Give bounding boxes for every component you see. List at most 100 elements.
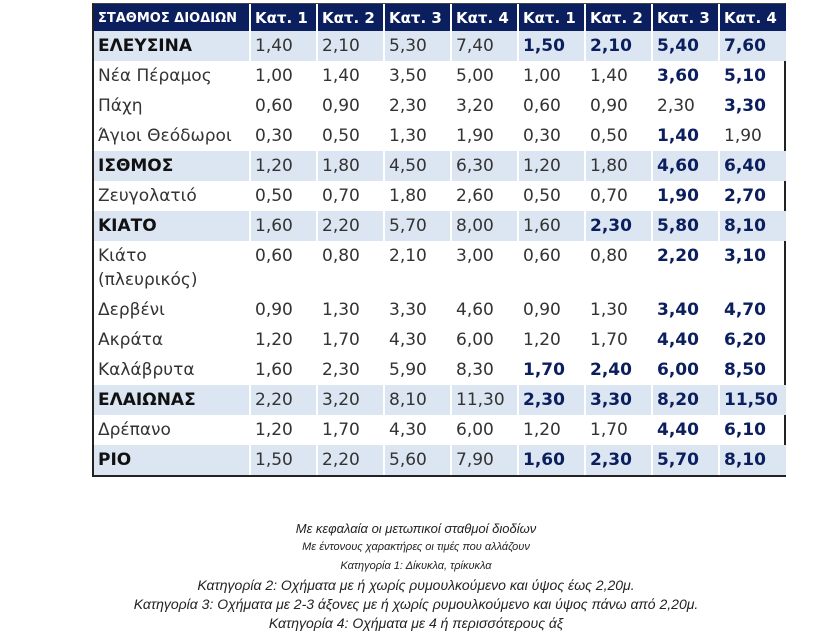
new-price: 2,30	[651, 91, 719, 121]
new-price: 2,20	[651, 241, 719, 295]
new-price: 1,80	[584, 151, 652, 181]
old-price: 0,70	[316, 181, 384, 211]
new-price: 0,50	[517, 181, 585, 211]
old-price: 2,10	[316, 31, 384, 61]
table-row: ΚΙΑΤΟ 1,60 2,20 5,70 8,00 1,60 2,30 5,80 8,10	[94, 211, 786, 241]
new-price: 3,10	[718, 241, 786, 295]
new-price: 4,70	[718, 295, 786, 325]
old-price: 4,30	[383, 415, 451, 445]
old-price: 1,50	[249, 445, 317, 475]
new-price: 4,40	[651, 325, 719, 355]
station-name: Δρέπανο	[98, 420, 171, 440]
note-capitals: Με κεφαλαία οι μετωπικοί σταθμοί διοδίων	[295, 521, 537, 536]
old-price: 1,60	[249, 211, 317, 241]
station-name: Καλάβρυτα	[98, 360, 195, 380]
header-station: ΣΤΑΘΜΟΣ ΔΙΟΔΙΩΝ	[94, 4, 250, 31]
new-price: 1,70	[584, 415, 652, 445]
new-price: 0,30	[517, 121, 585, 151]
old-price: 3,00	[450, 241, 518, 295]
old-price: 0,60	[249, 91, 317, 121]
old-price: 6,00	[450, 415, 518, 445]
old-price: 0,90	[249, 295, 317, 325]
station-name: Κιάτο (πλευρικός)	[98, 246, 198, 290]
old-price: 7,40	[450, 31, 518, 61]
old-price: 3,20	[316, 385, 384, 415]
new-price: 1,40	[651, 121, 719, 151]
header-category: Κατ. 3	[383, 4, 451, 31]
old-price: 6,00	[450, 325, 518, 355]
old-price: 0,30	[249, 121, 317, 151]
table-body: ΕΛΕΥΣΙΝΑ 1,40 2,10 5,30 7,40 1,50 2,10 5,40 7,60…	[94, 31, 786, 475]
old-price: 4,30	[383, 325, 451, 355]
old-price: 5,00	[450, 61, 518, 91]
old-price: 1,40	[316, 61, 384, 91]
old-price: 1,30	[383, 121, 451, 151]
table-row: Πάχη 0,60 0,90 2,30 3,20 0,60 0,90 2,30 3,30	[94, 91, 786, 121]
old-price: 1,40	[249, 31, 317, 61]
old-price: 4,50	[383, 151, 451, 181]
station-name: Πάχη	[98, 96, 143, 116]
old-price: 11,30	[450, 385, 518, 415]
old-price: 1,00	[249, 61, 317, 91]
new-price: 2,30	[584, 445, 652, 475]
old-price: 5,70	[383, 211, 451, 241]
header-category: Κατ. 2	[584, 4, 652, 31]
note-category-1: Κατηγορία 1: Δίκυκλα, τρίκυκλα	[340, 560, 492, 572]
new-price: 1,70	[584, 325, 652, 355]
new-price: 5,80	[651, 211, 719, 241]
station-name: Άγιοι Θεόδωροι	[98, 126, 232, 146]
new-price: 3,30	[718, 91, 786, 121]
new-price: 8,10	[718, 445, 786, 475]
new-price: 1,70	[517, 355, 585, 385]
station-name: ΕΛΑΙΩΝΑΣ	[94, 385, 250, 415]
old-price: 0,90	[316, 91, 384, 121]
header-category: Κατ. 4	[718, 4, 786, 31]
new-price: 3,30	[584, 385, 652, 415]
old-price: 8,00	[450, 211, 518, 241]
old-price: 2,30	[383, 91, 451, 121]
header-category: Κατ. 1	[517, 4, 585, 31]
new-price: 8,20	[651, 385, 719, 415]
new-price: 1,20	[517, 151, 585, 181]
table-row: ΡΙΟ 1,50 2,20 5,60 7,90 1,60 2,30 5,70 8,10	[94, 445, 786, 475]
new-price: 5,40	[651, 31, 719, 61]
new-price: 2,40	[584, 355, 652, 385]
new-price: 0,50	[584, 121, 652, 151]
old-price: 1,30	[316, 295, 384, 325]
header-category: Κατ. 3	[651, 4, 719, 31]
new-price: 1,90	[718, 121, 786, 151]
old-price: 1,20	[249, 325, 317, 355]
new-price: 2,30	[584, 211, 652, 241]
old-price: 2,60	[450, 181, 518, 211]
table-row: Καλάβρυτα 1,60 2,30 5,90 8,30 1,70 2,40 6,00 8,5…	[94, 355, 786, 385]
table-row: ΕΛΕΥΣΙΝΑ 1,40 2,10 5,30 7,40 1,50 2,10 5,40 7,60	[94, 31, 786, 61]
station-name: ΚΙΑΤΟ	[94, 211, 250, 241]
new-price: 1,20	[517, 325, 585, 355]
new-price: 0,90	[517, 295, 585, 325]
new-price: 8,10	[718, 211, 786, 241]
station-name: ΡΙΟ	[94, 445, 250, 475]
old-price: 3,30	[383, 295, 451, 325]
new-price: 2,30	[517, 385, 585, 415]
new-price: 11,50	[718, 385, 786, 415]
note-category-4: Κατηγορία 4: Οχήματα με 4 ή περισσότερου…	[268, 615, 564, 631]
new-price: 0,80	[584, 241, 652, 295]
new-price: 1,90	[651, 181, 719, 211]
old-price: 2,30	[316, 355, 384, 385]
table-row: ΕΛΑΙΩΝΑΣ 2,20 3,20 8,10 11,30 2,30 3,30 8,20 11,…	[94, 385, 786, 415]
new-price: 1,60	[517, 211, 585, 241]
new-price: 1,60	[517, 445, 585, 475]
new-price: 2,70	[718, 181, 786, 211]
new-price: 0,70	[584, 181, 652, 211]
old-price: 1,80	[383, 181, 451, 211]
station-name: ΕΛΕΥΣΙΝΑ	[94, 31, 250, 61]
table-row: Ζευγολατιό 0,50 0,70 1,80 2,60 0,50 0,70 1,90 2,…	[94, 181, 786, 211]
table-row: Νέα Πέραμος 1,00 1,40 3,50 5,00 1,00 1,40 3,60 5…	[94, 61, 786, 91]
old-price: 7,90	[450, 445, 518, 475]
note-bold: Με έντονους χαρακτήρες οι τιμές που αλλά…	[302, 541, 530, 553]
table-row: Ακράτα 1,20 1,70 4,30 6,00 1,20 1,70 4,40 6,20	[94, 325, 786, 355]
footnotes: Με κεφαλαία οι μετωπικοί σταθμοί διοδίων…	[0, 519, 832, 633]
old-price: 1,70	[316, 325, 384, 355]
